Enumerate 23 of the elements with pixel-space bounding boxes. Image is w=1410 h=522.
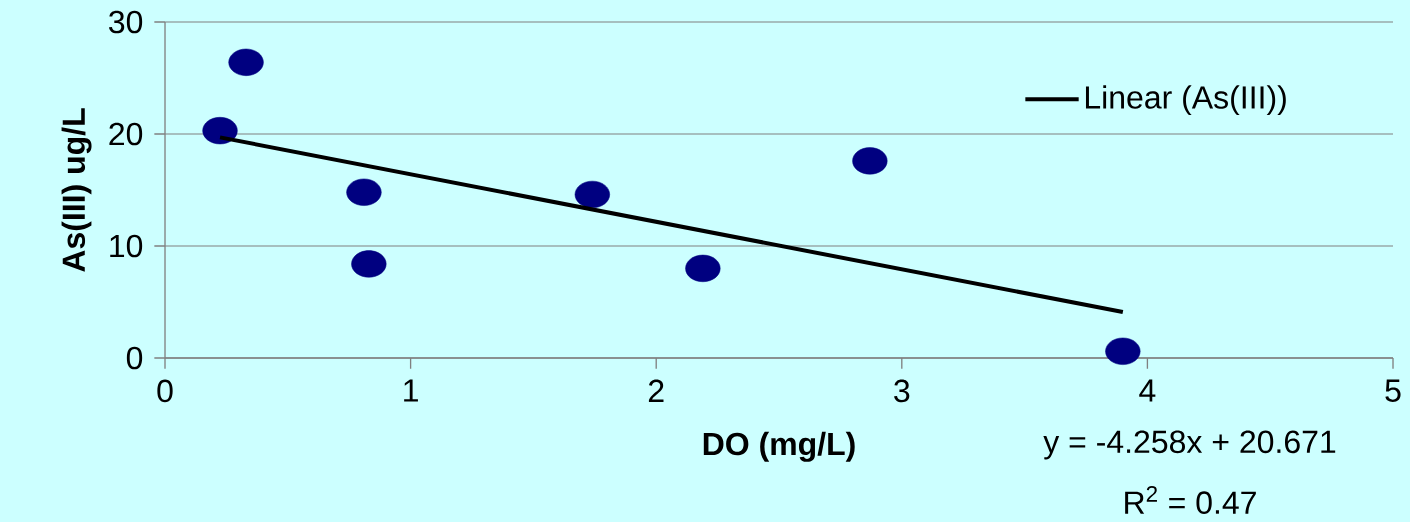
text: y = -4.258x + 20.671: [1043, 430, 1336, 460]
x-tick-label: 4: [1139, 379, 1156, 402]
legend-label: Linear (As(III)): [1085, 85, 1286, 116]
x-tick-label: 3: [894, 379, 910, 403]
point: [852, 147, 888, 175]
point: [346, 178, 382, 206]
y-tick-label: 20: [109, 122, 143, 146]
point: [685, 254, 721, 282]
x-tick-label: 2: [648, 379, 664, 402]
point: [1105, 337, 1141, 365]
x-tick-label: 1: [404, 379, 418, 402]
y-tick-label: 30: [109, 10, 143, 34]
y-tick-label: 0: [126, 346, 143, 370]
point: [351, 250, 387, 278]
x-tick-label: 0: [157, 379, 173, 403]
x-axis-title: DO (mg/L): [703, 431, 855, 462]
x-tick-label: 5: [1385, 379, 1401, 402]
point: [228, 48, 264, 76]
text: R$^{2}$ = 0.47: [1125, 486, 1256, 514]
point: [574, 180, 610, 209]
y-tick-label: 10: [110, 234, 143, 258]
point: [202, 117, 238, 145]
y-axis-title: As(III) ug/L: [61, 108, 92, 272]
